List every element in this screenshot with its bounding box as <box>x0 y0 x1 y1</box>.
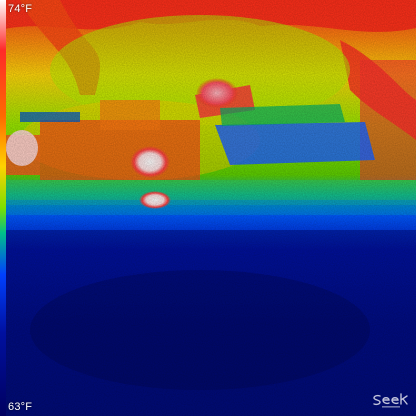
temperature-scale-bar <box>0 0 6 416</box>
min-temperature-label: 63°F <box>8 401 33 413</box>
seek-thermal-logo-icon <box>373 393 408 408</box>
max-temperature-label: 74°F <box>8 3 33 15</box>
